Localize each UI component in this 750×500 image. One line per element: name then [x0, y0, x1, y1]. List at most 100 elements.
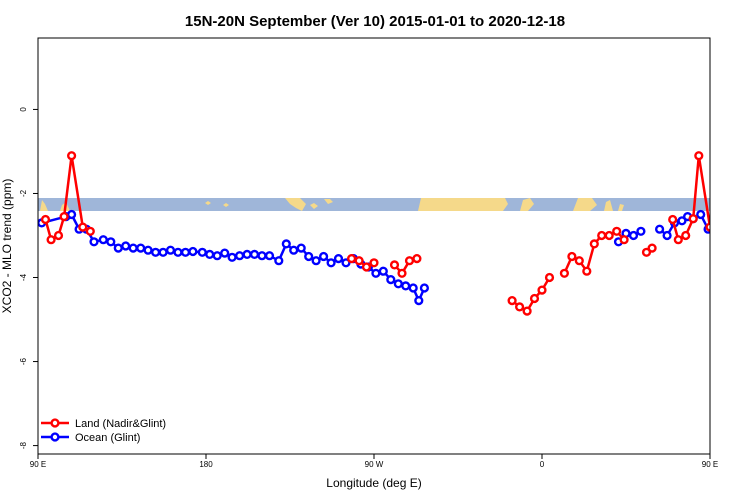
data-point	[574, 256, 584, 266]
data-point	[361, 262, 372, 272]
x-tick-label: 0	[540, 460, 545, 469]
y-tick-label: -4	[19, 273, 28, 281]
legend-swatch-marker	[50, 432, 60, 442]
data-point	[296, 243, 306, 253]
data-point	[333, 254, 344, 264]
data-point	[404, 256, 415, 266]
data-point	[257, 251, 267, 261]
data-point	[641, 247, 652, 257]
x-axis: 90 E 180 90 W 0 90 E	[30, 454, 718, 469]
data-point	[729, 236, 736, 243]
data-point	[654, 224, 665, 234]
data-point	[319, 251, 329, 262]
data-point	[289, 245, 299, 255]
land-band-se-asia	[604, 200, 624, 211]
data-point	[205, 249, 215, 260]
data-point	[737, 238, 744, 245]
data-point	[744, 245, 750, 252]
data-point	[173, 247, 183, 257]
data-point	[401, 281, 411, 291]
data-point	[106, 237, 116, 247]
data-point	[414, 296, 424, 306]
chart-title: 15N-20N September (Ver 10) 2015-01-01 to…	[185, 13, 565, 30]
data-point	[529, 293, 540, 304]
data-point	[628, 230, 639, 241]
land-band-pacific-islands	[205, 201, 229, 207]
data-point	[567, 251, 577, 262]
data-point	[165, 245, 176, 255]
y-axis-label: XCO2 - MLO trend (ppm)	[0, 179, 14, 314]
data-point	[412, 254, 422, 264]
data-point	[537, 285, 547, 295]
data-point	[393, 279, 403, 289]
data-point	[369, 258, 379, 268]
data-point	[326, 258, 336, 268]
series-layer	[38, 151, 750, 316]
data-point	[612, 226, 622, 236]
data-point	[212, 251, 222, 261]
data-point	[522, 306, 532, 316]
data-point	[264, 251, 275, 261]
data-point	[354, 256, 364, 266]
x-tick-label: 90 E	[30, 460, 46, 469]
data-point	[59, 212, 69, 222]
data-point	[371, 268, 381, 278]
data-point	[227, 252, 237, 262]
data-point	[694, 151, 704, 161]
legend: Land (Nadir&Glint) Ocean (Glint)	[41, 418, 166, 444]
data-point	[113, 243, 123, 253]
land-band-india	[520, 198, 597, 211]
data-point	[151, 247, 161, 257]
data-point	[378, 266, 388, 276]
data-point	[419, 283, 430, 293]
land-band-asia	[40, 200, 70, 211]
data-point	[647, 243, 657, 253]
data-point	[235, 251, 245, 261]
data-point	[662, 230, 672, 241]
data-point	[341, 258, 351, 268]
data-point	[158, 247, 168, 257]
data-point	[274, 256, 284, 266]
series-land	[40, 151, 710, 316]
data-point	[397, 268, 407, 278]
y-tick-label: -6	[19, 357, 28, 365]
y-tick-label: -8	[19, 441, 28, 449]
data-point	[514, 302, 525, 312]
legend-label: Land (Nadir&Glint)	[75, 418, 166, 430]
data-point	[589, 239, 599, 249]
data-point	[53, 230, 64, 241]
data-point	[347, 254, 357, 264]
data-point	[40, 214, 51, 225]
data-point	[78, 222, 88, 232]
data-point	[121, 241, 131, 251]
data-point	[46, 235, 56, 245]
x-tick-label: 180	[199, 460, 213, 469]
data-point	[242, 249, 252, 260]
data-point	[220, 248, 230, 258]
data-point	[66, 209, 77, 220]
land-band-africa	[418, 198, 508, 211]
data-point	[712, 228, 719, 235]
data-point	[688, 214, 698, 224]
data-point	[389, 260, 400, 270]
data-point	[85, 226, 95, 236]
y-tick-label: -2	[19, 189, 28, 197]
map-band	[38, 198, 710, 211]
data-point	[507, 296, 517, 306]
data-point	[582, 266, 592, 276]
data-point	[673, 235, 683, 245]
data-point	[597, 230, 607, 241]
data-point	[89, 237, 99, 247]
land-band-central-america	[285, 198, 333, 211]
data-point	[197, 247, 207, 257]
data-point	[559, 268, 570, 278]
data-point	[249, 249, 260, 260]
x-axis-label: Longitude (deg E)	[326, 476, 421, 490]
data-point	[180, 247, 191, 257]
data-point	[677, 216, 687, 226]
legend-swatch-marker	[50, 418, 60, 428]
y-axis: 0 -2 -4 -6 -8	[19, 107, 38, 449]
data-point	[304, 251, 314, 262]
data-point	[722, 238, 729, 245]
